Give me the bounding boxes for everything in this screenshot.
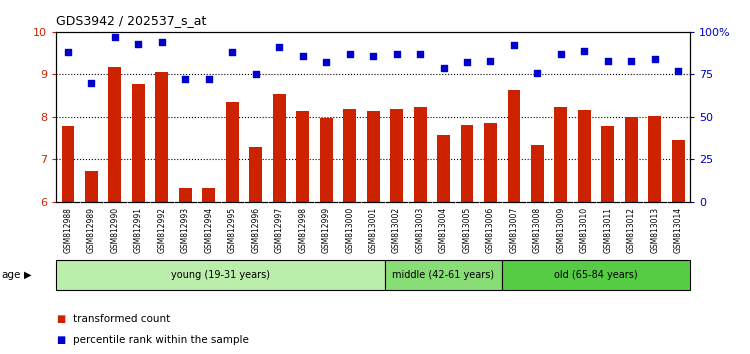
Text: GSM813011: GSM813011: [603, 207, 612, 253]
Bar: [672, 140, 685, 202]
Bar: [320, 118, 333, 202]
Bar: [625, 117, 638, 202]
Point: [626, 58, 638, 64]
Bar: [85, 171, 98, 202]
Text: GSM813001: GSM813001: [369, 207, 377, 253]
Bar: [155, 72, 168, 202]
Bar: [508, 91, 520, 202]
Point: [508, 42, 520, 48]
Text: GSM812990: GSM812990: [110, 207, 119, 253]
Point: [226, 50, 238, 55]
Text: GSM812999: GSM812999: [322, 207, 331, 253]
Bar: [296, 111, 309, 202]
Bar: [62, 126, 74, 202]
Text: GSM813002: GSM813002: [392, 207, 401, 253]
Point: [484, 58, 496, 64]
Text: GSM813010: GSM813010: [580, 207, 589, 253]
Text: GSM813006: GSM813006: [486, 207, 495, 253]
Point: [391, 51, 403, 57]
Text: GSM812989: GSM812989: [87, 207, 96, 253]
Point: [273, 44, 285, 50]
Bar: [273, 94, 286, 202]
Text: GSM812996: GSM812996: [251, 207, 260, 253]
Point: [437, 65, 449, 70]
Text: GSM813012: GSM813012: [627, 207, 636, 253]
Point: [62, 50, 74, 55]
Bar: [578, 110, 591, 202]
Text: GSM813008: GSM813008: [533, 207, 542, 253]
Text: young (19-31 years): young (19-31 years): [171, 270, 270, 280]
Bar: [437, 135, 450, 202]
Text: GSM813014: GSM813014: [674, 207, 682, 253]
Text: GSM812998: GSM812998: [298, 207, 307, 253]
Point: [202, 76, 214, 82]
Bar: [413, 108, 427, 202]
Text: GSM812992: GSM812992: [158, 207, 166, 253]
Text: GSM813007: GSM813007: [509, 207, 518, 253]
Bar: [554, 108, 567, 202]
Bar: [344, 109, 356, 202]
Bar: [249, 147, 262, 202]
Bar: [367, 111, 380, 202]
Text: GDS3942 / 202537_s_at: GDS3942 / 202537_s_at: [56, 14, 206, 27]
Text: GSM812988: GSM812988: [64, 207, 73, 253]
Point: [133, 41, 145, 47]
Point: [461, 59, 473, 65]
Text: GSM813000: GSM813000: [345, 207, 354, 253]
Bar: [602, 126, 614, 202]
Point: [109, 34, 121, 40]
Bar: [385, 260, 502, 290]
Point: [156, 39, 168, 45]
Text: transformed count: transformed count: [73, 314, 170, 324]
Bar: [132, 84, 145, 202]
Text: GSM812997: GSM812997: [274, 207, 284, 253]
Text: GSM812991: GSM812991: [134, 207, 143, 253]
Point: [368, 53, 379, 58]
Text: ■: ■: [56, 314, 65, 324]
Bar: [56, 260, 385, 290]
Point: [532, 70, 544, 75]
Text: age: age: [2, 270, 21, 280]
Point: [555, 51, 567, 57]
Bar: [226, 102, 238, 202]
Point: [344, 51, 355, 57]
Point: [297, 53, 309, 58]
Point: [86, 80, 98, 86]
Text: GSM812995: GSM812995: [228, 207, 237, 253]
Bar: [531, 145, 544, 202]
Point: [602, 58, 613, 64]
Text: GSM813005: GSM813005: [463, 207, 472, 253]
Bar: [179, 188, 192, 202]
Point: [578, 48, 590, 53]
Text: GSM812994: GSM812994: [204, 207, 213, 253]
Bar: [109, 67, 122, 202]
Bar: [648, 116, 662, 202]
Text: ■: ■: [56, 335, 65, 345]
Text: GSM813004: GSM813004: [439, 207, 448, 253]
Point: [414, 51, 426, 57]
Text: GSM813003: GSM813003: [416, 207, 424, 253]
Point: [250, 72, 262, 77]
Text: GSM812993: GSM812993: [181, 207, 190, 253]
Point: [672, 68, 684, 74]
Bar: [202, 188, 215, 202]
Text: ▶: ▶: [24, 270, 32, 280]
Bar: [390, 109, 403, 202]
Text: percentile rank within the sample: percentile rank within the sample: [73, 335, 248, 345]
Bar: [484, 123, 497, 202]
Text: GSM813013: GSM813013: [650, 207, 659, 253]
Text: old (65-84 years): old (65-84 years): [554, 270, 638, 280]
Text: middle (42-61 years): middle (42-61 years): [392, 270, 494, 280]
Text: GSM813009: GSM813009: [556, 207, 566, 253]
Point: [320, 59, 332, 65]
Point: [649, 56, 661, 62]
Bar: [503, 260, 690, 290]
Point: [179, 76, 191, 82]
Bar: [460, 125, 473, 202]
